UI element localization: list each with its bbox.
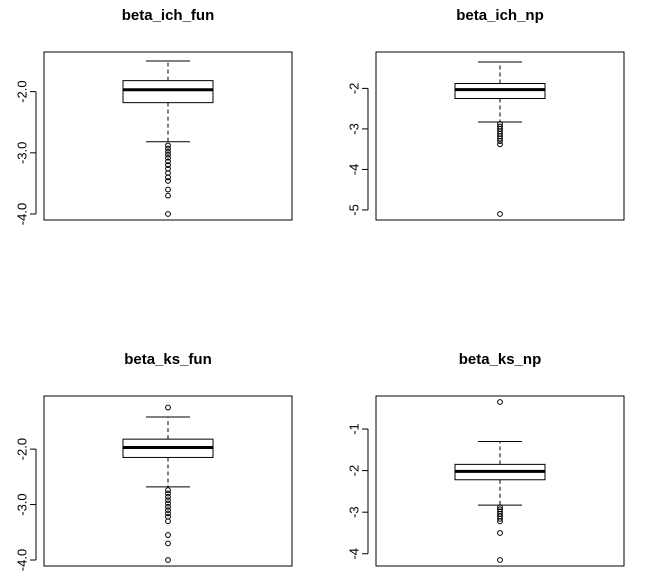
y-tick-label: -4.0	[15, 203, 30, 225]
outlier-point	[165, 165, 171, 172]
outlier-point	[165, 174, 171, 181]
outlier-point	[165, 518, 171, 525]
y-tick-label: -4.0	[15, 549, 30, 571]
outlier-point	[497, 557, 503, 563]
outlier-point	[165, 154, 171, 161]
outlier-point	[165, 507, 171, 514]
outlier-point	[165, 151, 171, 158]
outlier-point	[497, 141, 503, 148]
outlier-point	[497, 138, 503, 144]
outlier-point	[497, 135, 503, 142]
outlier-point	[165, 503, 171, 510]
outlier-point	[165, 186, 171, 193]
y-tick-label: -4	[347, 548, 362, 560]
outlier-point	[165, 493, 171, 500]
y-tick-label: -3.0	[15, 142, 30, 164]
outlier-point	[497, 518, 503, 525]
boxplot-panel: beta_ich_np -2 -3 -4 -5	[347, 7, 625, 221]
outlier-point	[497, 399, 503, 405]
panel-title: beta_ich_fun	[122, 7, 215, 24]
outlier-point	[165, 170, 171, 176]
y-tick-label: -5	[347, 204, 362, 216]
outlier-point	[165, 404, 171, 411]
y-tick-label: -3.0	[15, 493, 30, 515]
boxplot-panel: beta_ich_fun -2.0 -3.0 -4.0	[15, 7, 293, 225]
plot-frame	[375, 51, 625, 221]
iqr-box	[122, 80, 214, 104]
y-tick-label: -1	[347, 423, 362, 435]
y-tick-label: -2.0	[15, 80, 30, 102]
boxplot-panel: beta_ks_fun -2.0 -3.0 -4.0	[15, 351, 293, 571]
boxplot-panel: beta_ks_np -1 -2 -3 -4	[347, 351, 625, 567]
plot-frame	[43, 51, 293, 221]
y-tick-label: -2	[347, 465, 362, 477]
outlier-point	[165, 532, 171, 538]
outlier-point	[165, 148, 171, 155]
plot-frame	[43, 395, 293, 567]
outlier-point	[497, 515, 503, 522]
y-tick-label: -3	[347, 506, 362, 518]
y-tick-label: -2	[347, 83, 362, 95]
outlier-point	[165, 500, 171, 507]
panel-title: beta_ich_np	[456, 7, 544, 24]
outlier-point	[165, 178, 171, 184]
outlier-point	[497, 211, 503, 217]
outlier-point	[165, 540, 171, 547]
y-tick-label: -2.0	[15, 438, 30, 460]
plot-frame	[375, 395, 625, 567]
outlier-point	[165, 162, 171, 168]
panel-title: beta_ks_fun	[124, 351, 212, 368]
outlier-point	[497, 504, 503, 511]
outlier-point	[165, 497, 171, 504]
outlier-point	[165, 490, 171, 497]
outlier-point	[165, 145, 171, 152]
outlier-point	[165, 142, 171, 149]
outlier-point	[165, 487, 171, 494]
outlier-point	[165, 192, 171, 199]
y-tick-label: -4	[347, 164, 362, 176]
panel-title: beta_ks_np	[459, 351, 542, 368]
outlier-point	[165, 158, 171, 165]
y-tick-label: -3	[347, 123, 362, 135]
outlier-point	[497, 530, 503, 536]
outlier-point	[165, 557, 171, 563]
outlier-point	[165, 510, 171, 517]
outlier-point	[165, 211, 171, 217]
